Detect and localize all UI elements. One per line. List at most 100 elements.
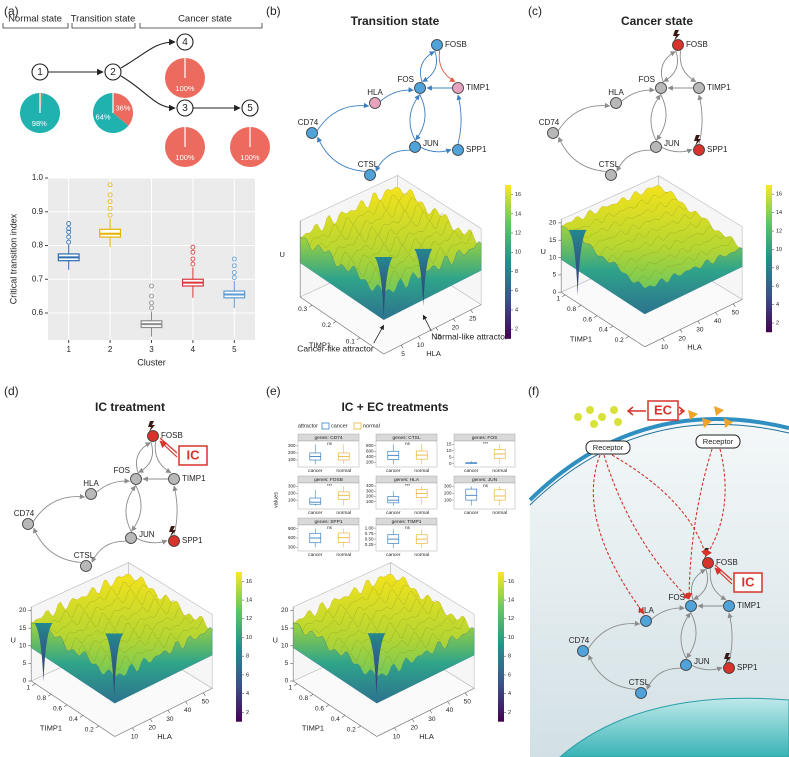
- network-node-label: SPP1: [466, 145, 487, 154]
- x-axis-label: Cluster: [137, 357, 166, 367]
- colorbar-tick-label: 16: [508, 579, 514, 585]
- network-edge: [650, 94, 661, 142]
- x-tick: [662, 338, 665, 342]
- facet-y-tick-label: 0.25: [365, 542, 374, 547]
- network-node-label: CTSL: [74, 551, 95, 560]
- y-tick: [562, 294, 566, 298]
- network-edge: [558, 102, 611, 131]
- colorbar-tick-label: 6: [508, 672, 511, 678]
- y-tick-label: 0.6: [32, 308, 44, 317]
- facet-y-tick-label: 800: [366, 443, 374, 448]
- y-axis-label: Critical transition index: [8, 213, 18, 304]
- significance-label: ns: [483, 483, 489, 488]
- network-node: [672, 39, 684, 51]
- facet-y-tick-label: 15: [446, 441, 452, 446]
- x-tick: [453, 318, 456, 322]
- network-node: [693, 144, 705, 156]
- facet-title: genes: SPP1: [314, 519, 342, 525]
- network-node-label: TIMP1: [707, 83, 731, 92]
- network-edge: [588, 620, 641, 649]
- y-tick-label: 0.2: [322, 322, 331, 329]
- facet-y-tick-label: 400: [366, 483, 374, 488]
- ic-box: [178, 445, 208, 466]
- network-node-label: FOSB: [686, 40, 708, 49]
- bolt-icon: [169, 526, 176, 537]
- network-node-label: TIMP1: [466, 83, 490, 92]
- colorbar: [498, 572, 504, 722]
- pie-label: 36%: [115, 103, 130, 112]
- colorbar-tick-label: 8: [515, 269, 518, 275]
- x-tick: [447, 701, 450, 705]
- network-node-label: FOS: [398, 75, 414, 84]
- network-node-label: FOSB: [716, 558, 738, 567]
- cell-membrane: [528, 417, 789, 502]
- colorbar: [236, 572, 242, 722]
- y-axis-label: values: [273, 492, 279, 508]
- colorbar-tick-label: 12: [508, 616, 514, 622]
- y-tick: [47, 693, 52, 697]
- ec-molecules: [574, 406, 622, 428]
- ec-box: [647, 400, 679, 421]
- y-axis-label: TIMP1: [309, 340, 331, 349]
- y-tick-label: 0.6: [53, 706, 62, 713]
- network-edge: [621, 87, 655, 102]
- ec-dot: [614, 418, 622, 426]
- facet-y-tick-label: 200: [366, 494, 374, 499]
- signal-arrow: [685, 448, 713, 600]
- outlier: [66, 226, 72, 232]
- surface-mesh: [327, 203, 426, 259]
- stage-label: Cancer state: [178, 14, 232, 25]
- y-tick-label: 0.4: [69, 716, 78, 723]
- colorbar-tick-label: 8: [246, 654, 249, 660]
- network-edge: [419, 51, 435, 83]
- network-node-label: FOS: [114, 466, 130, 475]
- annotation-pointer: [373, 324, 385, 344]
- facet-x-label: cancer: [308, 510, 323, 516]
- receptor-label: Receptor: [593, 443, 624, 452]
- y-tick-label: 0.8: [37, 695, 46, 702]
- z-tick-label: 20: [19, 607, 27, 614]
- x-tick-label: 40: [184, 707, 192, 714]
- surface-mesh: [616, 225, 715, 269]
- y-tick: [309, 693, 314, 697]
- state-node-label: 1: [37, 67, 43, 78]
- significance-label: ns: [405, 525, 411, 530]
- axis-line: [293, 680, 377, 737]
- x-axis-label: HLA: [157, 732, 172, 741]
- colorbar-tick-label: 10: [246, 635, 252, 641]
- network-node-label: FOSB: [445, 40, 467, 49]
- signal-arrow: [611, 454, 708, 557]
- pie-slice: [113, 93, 133, 126]
- network-node: [414, 82, 426, 94]
- network-edge: [317, 102, 370, 131]
- ec-dot: [586, 406, 594, 414]
- network-node: [22, 518, 34, 530]
- y-tick-label: 1: [557, 296, 561, 303]
- network-edge: [661, 147, 693, 154]
- network-edge: [686, 611, 697, 659]
- z-tick-label: 10: [19, 642, 27, 649]
- x-tick-label: 20: [149, 725, 157, 732]
- facet-x-label: normal: [336, 468, 351, 474]
- surface-mesh: [58, 590, 157, 644]
- significance-label: ns: [405, 441, 411, 446]
- network-node-label: CD74: [298, 118, 319, 127]
- network-node-label: TIMP1: [737, 601, 761, 610]
- facet-x-label: cancer: [464, 468, 479, 474]
- z-tick-label: 0: [553, 289, 557, 296]
- bolt-icon: [673, 30, 680, 41]
- state-node: [176, 33, 194, 51]
- attractor-well: [568, 229, 587, 296]
- network-edge: [646, 667, 681, 690]
- surface-mesh: [320, 590, 419, 644]
- facet-y-tick-label: 200: [288, 450, 296, 455]
- surface-mesh: [635, 238, 734, 283]
- network-node: [650, 141, 662, 153]
- network-node-label: CD74: [14, 509, 35, 518]
- x-tick: [149, 718, 153, 723]
- z-tick-label: 5: [553, 272, 557, 279]
- outlier: [231, 270, 237, 275]
- state-node: [104, 63, 122, 81]
- outlier: [190, 261, 196, 267]
- y-tick: [332, 321, 337, 324]
